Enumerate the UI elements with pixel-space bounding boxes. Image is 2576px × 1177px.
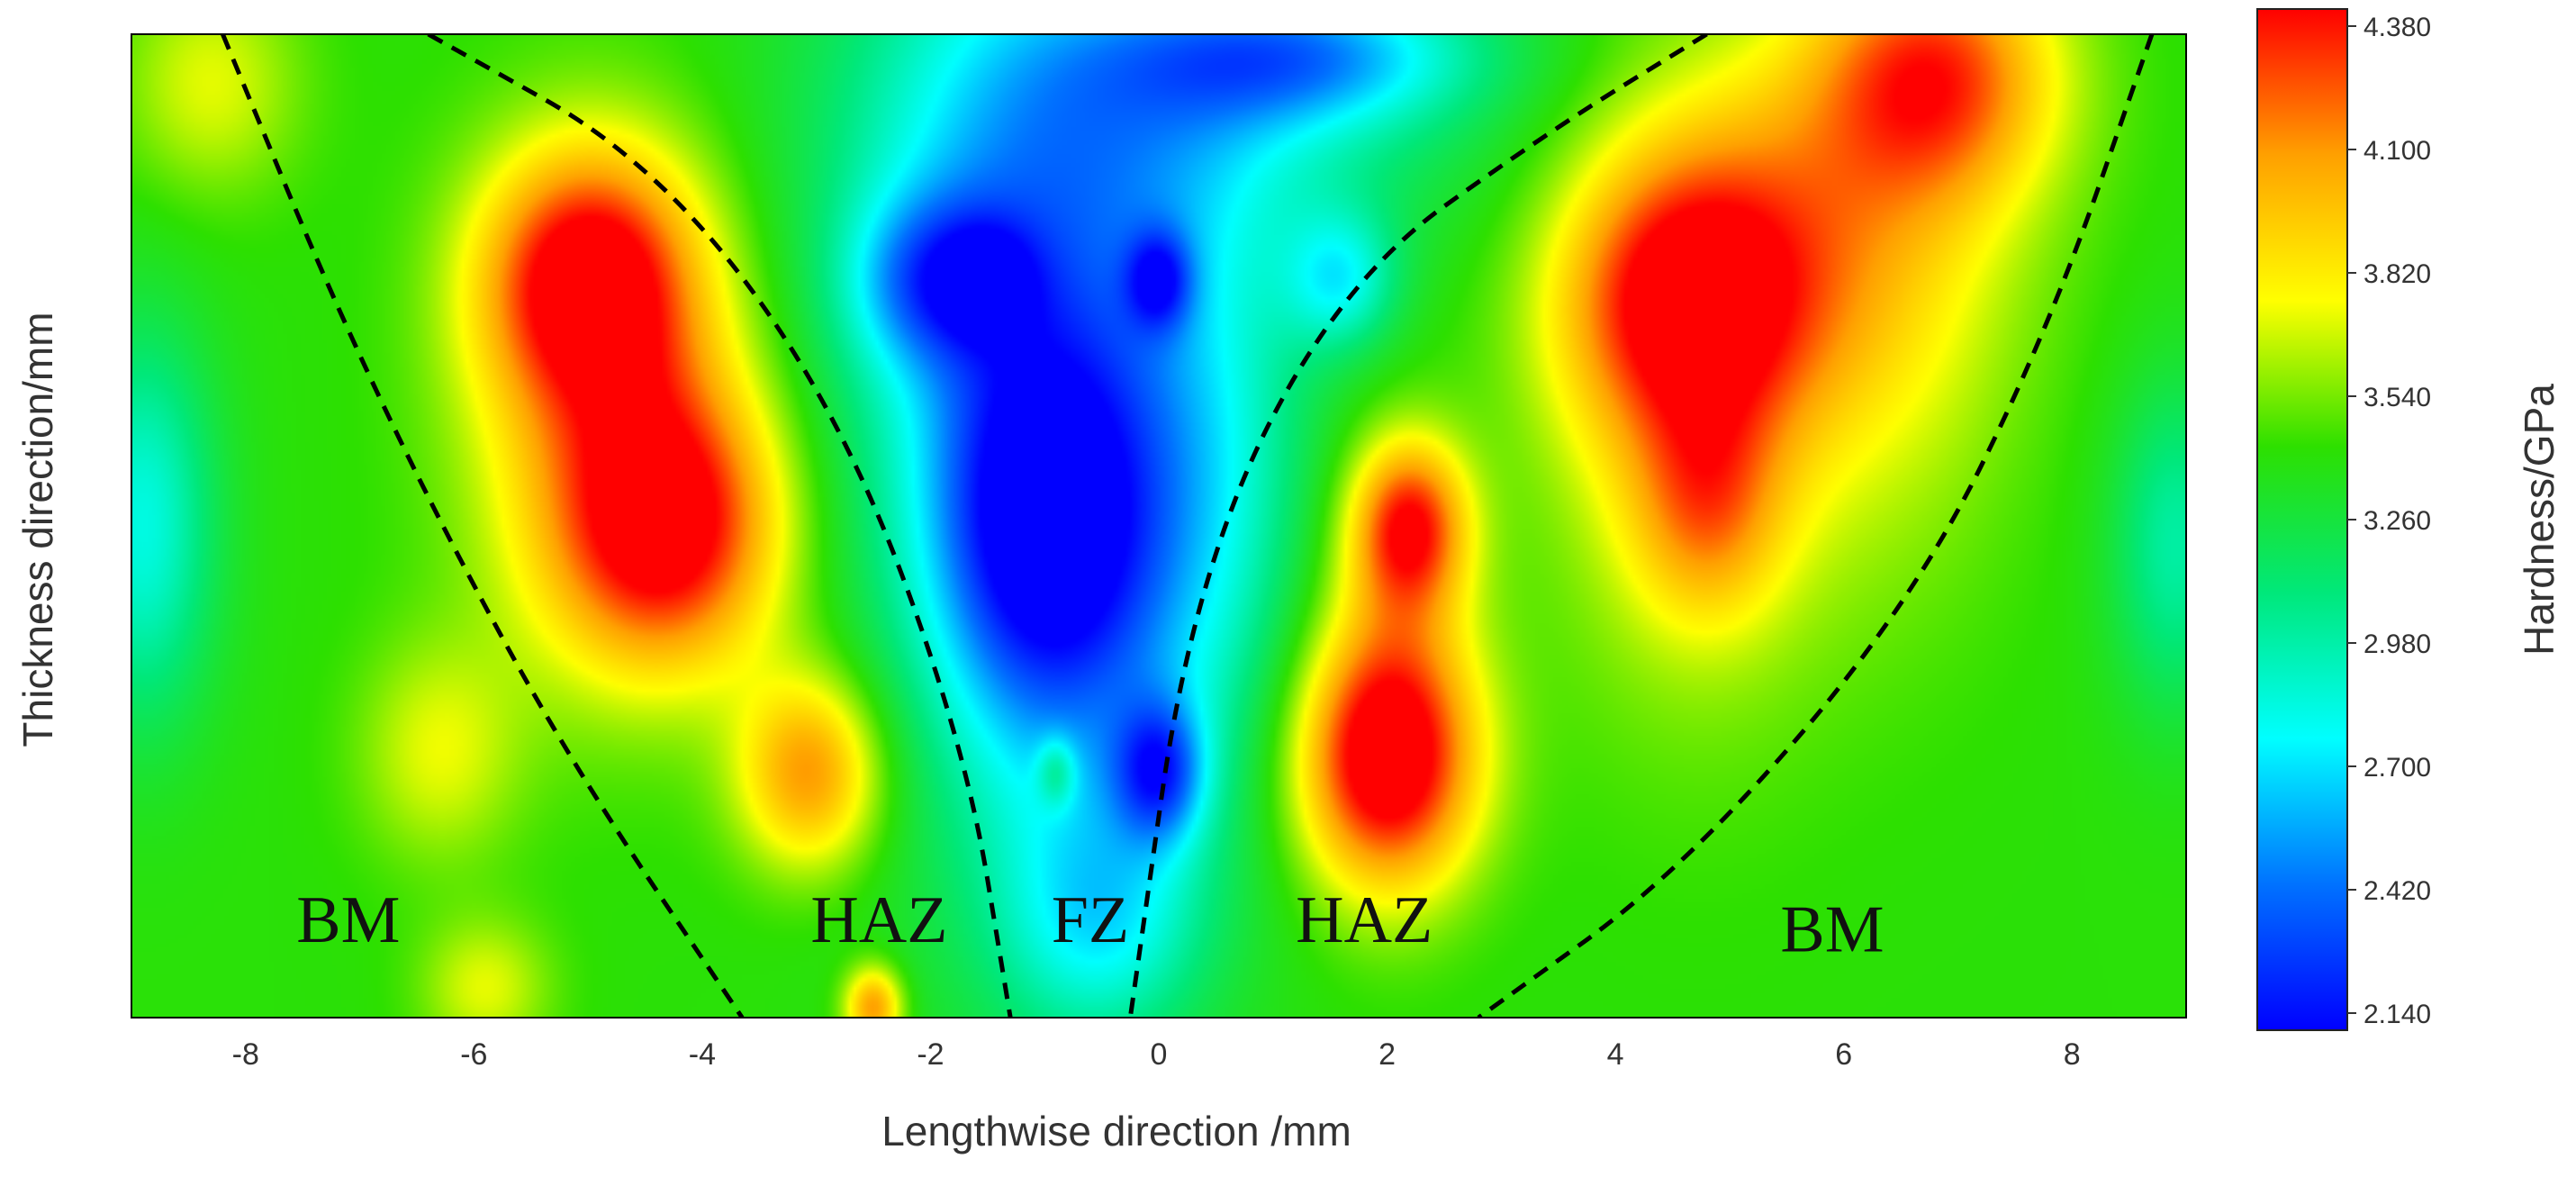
x-tick-label: 2 bbox=[1378, 1037, 1396, 1072]
x-tick-label: -4 bbox=[689, 1037, 716, 1072]
boundary-line-3 bbox=[1127, 34, 1708, 1018]
region-label-haz-2: HAZ bbox=[810, 883, 947, 957]
region-label-bm-5: BM bbox=[1780, 893, 1884, 967]
region-label-fz-3: FZ bbox=[1052, 883, 1129, 957]
x-tick-label: 8 bbox=[2064, 1037, 2081, 1072]
colorbar-tick-label: 2.420 bbox=[2364, 876, 2431, 906]
boundary-line-2 bbox=[427, 34, 1013, 1018]
region-label-bm-1: BM bbox=[296, 883, 400, 957]
x-tick-label: 0 bbox=[1151, 1037, 1168, 1072]
colorbar-tick-label: 4.380 bbox=[2364, 13, 2431, 42]
boundary-line-1 bbox=[221, 34, 745, 1018]
x-tick-label: 6 bbox=[1835, 1037, 1852, 1072]
plot-frame bbox=[131, 33, 2187, 1019]
colorbar bbox=[2256, 8, 2348, 1031]
y-axis-title: Thickness direction/mm bbox=[14, 312, 61, 747]
x-tick-label: -2 bbox=[917, 1037, 944, 1072]
colorbar-tick-label: 3.260 bbox=[2364, 506, 2431, 536]
x-axis-title: Lengthwise direction /mm bbox=[881, 1108, 1351, 1154]
region-label-haz-4: HAZ bbox=[1296, 883, 1433, 957]
x-tick-label: -6 bbox=[460, 1037, 487, 1072]
colorbar-tick-label: 4.100 bbox=[2364, 136, 2431, 166]
colorbar-tick-label: 2.980 bbox=[2364, 629, 2431, 659]
hardness-field bbox=[131, 34, 2186, 1018]
colorbar-title: Hardness/GPa bbox=[2516, 384, 2562, 656]
x-axis-ticks: -8 -6 -4 -2 0 2 4 6 8 bbox=[232, 1037, 2081, 1072]
x-tick-label: 4 bbox=[1607, 1037, 1624, 1072]
x-tick-label: -8 bbox=[232, 1037, 259, 1072]
zone-boundaries bbox=[221, 34, 2155, 1018]
colorbar-tick-label: 3.540 bbox=[2364, 383, 2431, 412]
colorbar-tick-label: 2.140 bbox=[2364, 1000, 2431, 1029]
boundary-line-4 bbox=[1477, 34, 2155, 1018]
colorbar-tick-label: 2.700 bbox=[2364, 753, 2431, 783]
zone-labels: BM HAZ FZ HAZ BM bbox=[296, 883, 1884, 967]
plot-area bbox=[131, 34, 2186, 1018]
colorbar-tick-label: 3.820 bbox=[2364, 259, 2431, 289]
colorbar-ticks: 4.380 4.100 3.820 3.540 3.260 2.980 2.700 2.420… bbox=[2347, 13, 2431, 1029]
